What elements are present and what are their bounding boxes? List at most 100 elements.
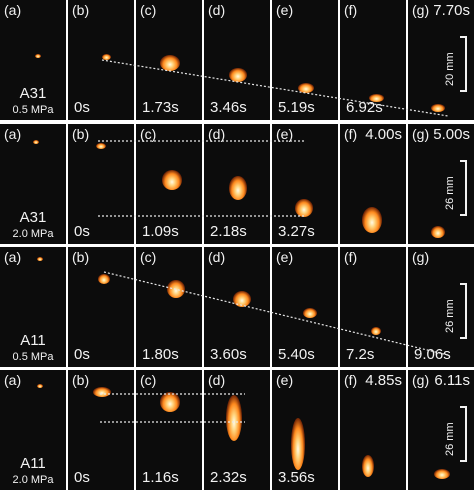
flame-image: [362, 455, 374, 477]
panel-label: (b): [72, 2, 90, 18]
panel-time: 4.00s: [365, 126, 402, 143]
flame-image: [291, 418, 305, 470]
panel-time: 9.06s: [414, 346, 451, 363]
panel-label: (f): [344, 2, 358, 18]
flame-image: [98, 274, 110, 284]
panel-label: (c): [140, 2, 157, 18]
photo-panel: (f) 6.92s: [340, 0, 406, 120]
flame-image: [298, 83, 314, 93]
photo-panel: (c) 1.16s: [136, 370, 202, 490]
photo-panel: (f) 4.00s: [340, 124, 406, 244]
panel-time: 5.00s: [433, 126, 470, 143]
flame-image: [431, 104, 445, 112]
flame-image: [160, 55, 180, 71]
flame-image: [96, 143, 106, 149]
sample-pressure: 2.0 MPa: [12, 228, 54, 240]
flame-image: [303, 308, 317, 318]
scale-bar-label: 26 mm: [444, 176, 456, 210]
flame-image: [101, 54, 111, 60]
panel-label: (b): [72, 249, 90, 265]
flame-image: [434, 469, 450, 479]
panel-time: 3.46s: [210, 99, 247, 116]
panel-time: 0s: [74, 99, 90, 116]
scale-bar-label: 26 mm: [444, 299, 456, 333]
photo-panel: (g) 9.06s 26 mm: [408, 247, 474, 367]
figure-row-2: (a) A31 2.0 MPa (b) 0s (c) 1.09s (d) 2.18s (e) 3.2…: [0, 124, 474, 244]
panel-time: 6.11s: [434, 372, 470, 389]
panel-time: 0s: [74, 346, 90, 363]
flame-image: [33, 140, 39, 144]
panel-time: 1.73s: [142, 99, 179, 116]
panel-label: (g): [412, 2, 430, 18]
panel-time: 3.27s: [278, 223, 315, 240]
flame-image: [229, 176, 247, 200]
panel-time: 0s: [74, 223, 90, 240]
panel-label: (e): [276, 2, 294, 18]
panel-time: 6.92s: [346, 99, 383, 116]
panel-label: (a): [4, 372, 22, 388]
flame-image: [362, 207, 382, 233]
panel-time: 5.19s: [278, 99, 315, 116]
photo-panel: (f) 4.85s: [340, 370, 406, 490]
scale-bar-label: 26 mm: [444, 422, 456, 456]
panel-label: (a): [4, 2, 22, 18]
panel-label: (b): [72, 126, 90, 142]
photo-panel: (b) 0s: [68, 0, 134, 120]
sample-name: A11: [20, 455, 46, 472]
panel-label: (d): [208, 2, 226, 18]
flame-image: [229, 68, 247, 82]
panel-time: 4.85s: [365, 372, 402, 389]
panel-time: 2.32s: [210, 469, 247, 486]
photo-panel: (e) 3.27s: [272, 124, 338, 244]
panel-label: (e): [276, 126, 294, 142]
panel-label: (c): [140, 126, 157, 142]
flame-image: [226, 395, 242, 441]
flame-image: [35, 54, 41, 58]
panel-label: (d): [208, 249, 226, 265]
panel-label: (g): [412, 372, 430, 388]
photo-panel: (g) 6.11s 26 mm: [408, 370, 474, 490]
photo-panel: (g) 7.70s 20 mm: [408, 0, 474, 120]
flame-image: [162, 170, 182, 190]
flame-image: [431, 226, 445, 238]
photo-panel: (d) 3.60s: [204, 247, 270, 367]
panel-time: 1.80s: [142, 346, 179, 363]
photo-panel: (e) 5.19s: [272, 0, 338, 120]
panel-label: (e): [276, 249, 294, 265]
sample-pressure: 0.5 MPa: [12, 104, 54, 116]
flame-image: [160, 392, 180, 412]
figure-row-4: (a) A11 2.0 MPa (b) 0s (c) 1.16s (d) 2.32s (e) 3.5…: [0, 370, 474, 490]
panel-label: (g): [412, 126, 430, 142]
panel-label: (f): [344, 126, 358, 142]
photo-panel: (c) 1.80s: [136, 247, 202, 367]
sample-pressure: 2.0 MPa: [12, 474, 54, 486]
scale-bar: [460, 406, 467, 462]
panel-time: 3.56s: [278, 469, 315, 486]
photo-panel: (g) 5.00s 26 mm: [408, 124, 474, 244]
sample-name: A31: [19, 85, 47, 102]
scale-bar: [460, 283, 467, 339]
sample-pressure: 0.5 MPa: [12, 351, 54, 363]
photo-panel: (d) 2.18s: [204, 124, 270, 244]
photo-panel: (b) 0s: [68, 370, 134, 490]
photo-panel: (c) 1.73s: [136, 0, 202, 120]
panel-time: 1.16s: [142, 469, 179, 486]
panel-time: 1.09s: [142, 223, 179, 240]
figure-row-3: (a) A11 0.5 MPa (b) 0s (c) 1.80s (d) 3.60s (e) 5.4…: [0, 247, 474, 367]
flame-image: [37, 384, 43, 388]
panel-label: (a): [4, 126, 22, 142]
photo-panel: (a) A11 2.0 MPa: [0, 370, 66, 490]
photo-panel: (c) 1.09s: [136, 124, 202, 244]
photo-panel: (b) 0s: [68, 247, 134, 367]
photo-panel: (d) 3.46s: [204, 0, 270, 120]
panel-label: (f): [344, 372, 358, 388]
photo-panel: (e) 3.56s: [272, 370, 338, 490]
panel-time: 3.60s: [210, 346, 247, 363]
panel-time: 7.70s: [433, 2, 470, 19]
photo-panel: (d) 2.32s: [204, 370, 270, 490]
panel-label: (a): [4, 249, 22, 265]
photo-panel: (b) 0s: [68, 124, 134, 244]
panel-time: 7.2s: [346, 346, 375, 363]
sample-name: A31: [19, 209, 47, 226]
